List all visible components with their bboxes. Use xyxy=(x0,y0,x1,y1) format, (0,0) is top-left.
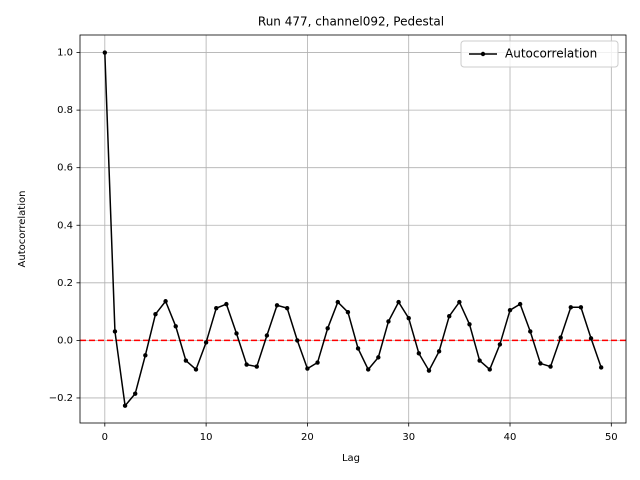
y-tick-label: −0.2 xyxy=(49,393,73,404)
data-point xyxy=(224,301,229,307)
data-point xyxy=(214,305,219,311)
x-tick-label: 40 xyxy=(504,432,517,443)
data-point xyxy=(264,333,270,338)
data-point xyxy=(315,360,320,365)
data-point xyxy=(426,368,432,373)
data-point xyxy=(507,307,513,313)
data-point xyxy=(244,362,249,367)
data-point xyxy=(234,331,239,336)
data-point xyxy=(345,309,351,315)
data-point xyxy=(163,299,168,304)
data-point xyxy=(133,391,138,396)
x-tick-label: 20 xyxy=(301,432,314,443)
data-point xyxy=(193,367,199,372)
x-tick-label: 10 xyxy=(200,432,213,443)
data-point xyxy=(305,366,310,371)
data-point xyxy=(517,301,523,307)
legend-box xyxy=(460,40,619,68)
data-point xyxy=(416,351,422,356)
data-point xyxy=(568,305,573,310)
data-point xyxy=(467,322,472,327)
data-point xyxy=(497,342,503,347)
data-point xyxy=(254,364,259,369)
data-point xyxy=(396,299,401,305)
data-point xyxy=(183,358,189,363)
data-point xyxy=(153,311,158,317)
data-point xyxy=(102,50,108,55)
x-tick-label: 30 xyxy=(402,432,415,443)
x-axis-label: Lag xyxy=(342,453,360,464)
data-point xyxy=(457,299,462,305)
data-point xyxy=(284,305,290,311)
data-point xyxy=(528,329,533,334)
data-point xyxy=(376,355,381,360)
axes-frame xyxy=(79,34,627,424)
data-point xyxy=(447,314,452,319)
data-point xyxy=(578,305,584,310)
data-point xyxy=(295,338,300,343)
x-tick-label: 50 xyxy=(605,432,618,443)
data-point xyxy=(203,340,209,345)
data-point xyxy=(477,358,482,363)
legend-marker xyxy=(480,51,486,57)
data-point xyxy=(548,364,553,369)
data-point xyxy=(386,319,391,324)
y-tick-label: 0.6 xyxy=(57,163,73,174)
data-point xyxy=(335,299,341,305)
data-point xyxy=(112,329,118,334)
data-point xyxy=(406,316,411,321)
y-tick-label: 1.0 xyxy=(57,48,73,59)
data-point xyxy=(355,346,361,351)
data-point xyxy=(274,303,280,308)
y-axis-label: Autocorrelation xyxy=(17,191,28,268)
data-point xyxy=(122,403,128,408)
data-point xyxy=(143,353,148,358)
y-tick-label: 0.4 xyxy=(57,220,73,231)
data-point xyxy=(487,367,492,372)
y-tick-label: 0.8 xyxy=(57,105,73,116)
data-point xyxy=(598,365,604,370)
y-tick-label: 0.0 xyxy=(57,335,73,346)
chart-title: Run 477, channel092, Pedestal xyxy=(258,15,444,29)
y-tick-label: 0.2 xyxy=(57,278,73,289)
data-point xyxy=(588,336,594,341)
legend-label: Autocorrelation xyxy=(505,47,597,61)
data-point xyxy=(538,361,543,366)
data-point xyxy=(365,367,371,372)
data-point xyxy=(173,324,178,329)
data-point xyxy=(325,326,330,331)
data-point xyxy=(436,349,442,354)
x-tick-label: 0 xyxy=(102,432,108,443)
data-point xyxy=(558,335,563,340)
